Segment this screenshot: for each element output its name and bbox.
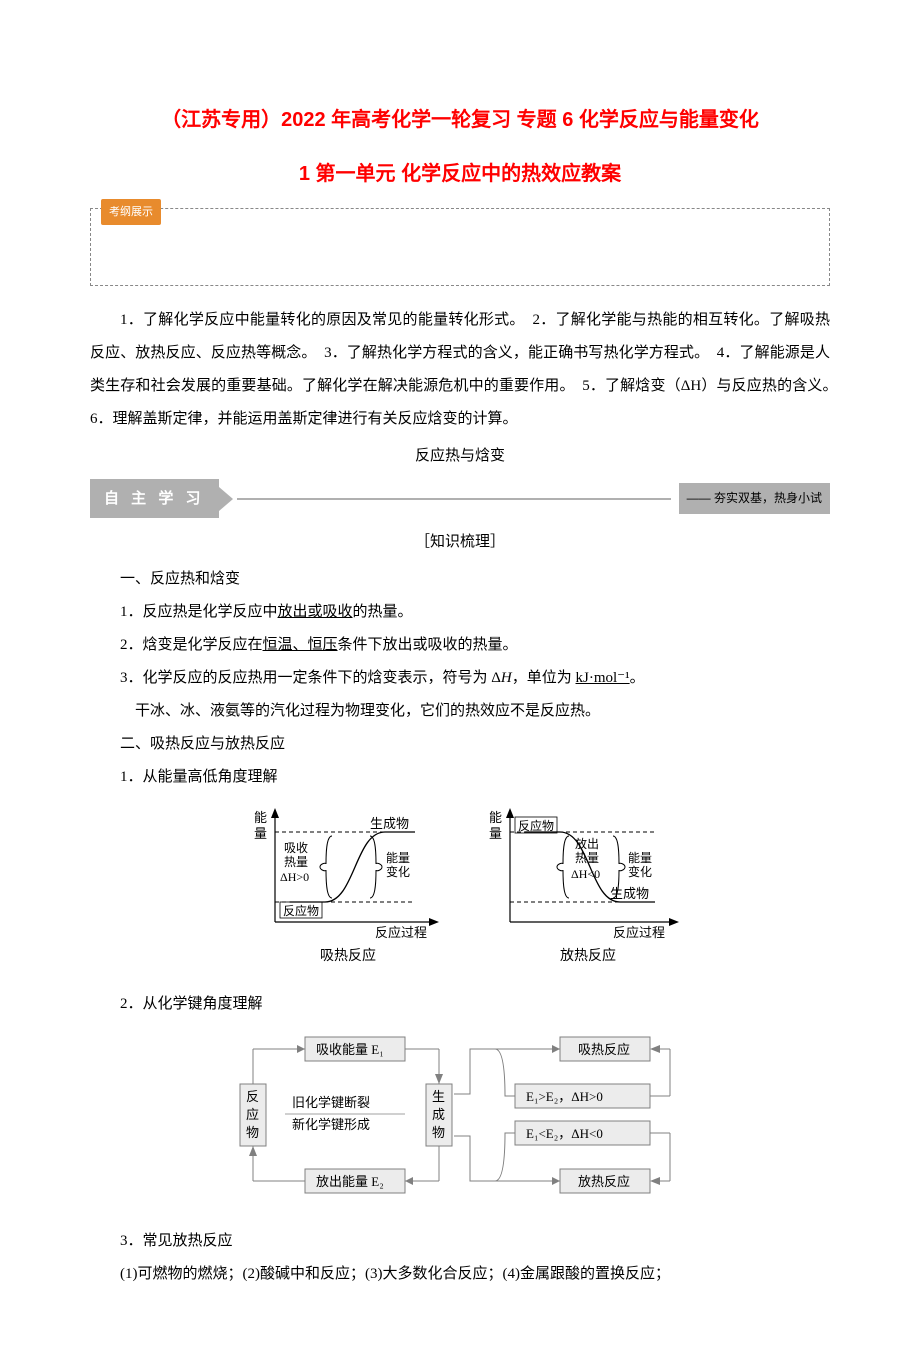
svg-text:物: 物 <box>246 1125 259 1140</box>
svg-text:生: 生 <box>432 1089 445 1104</box>
sec1-i1b: 放出或吸收 <box>278 604 353 620</box>
sec2-item1: 1．从能量高低角度理解 <box>90 761 830 794</box>
bd-new-bond: 新化学键形成 <box>292 1117 370 1132</box>
bd-cond2: E₁<E₂，ΔH<0 <box>526 1126 603 1141</box>
sec1-item1: 1．反应热是化学反应中放出或吸收的热量。 <box>90 596 830 629</box>
ed-left-products: 生成物 <box>370 816 409 831</box>
sec1-i2a: 2．焓变是化学反应在 <box>120 637 263 653</box>
sec2-item2: 2．从化学键角度理解 <box>90 988 830 1021</box>
bd-release: 放出能量 E₂ <box>316 1174 384 1189</box>
bd-cond1: E₁>E₂，ΔH>0 <box>526 1089 603 1104</box>
ed-left-reactants: 反应物 <box>283 903 319 918</box>
sec1-i2b: 恒温、恒压 <box>263 637 338 653</box>
ed-right-caption: 放热反应 <box>560 947 616 964</box>
svg-text:应: 应 <box>246 1107 259 1122</box>
ed-right-xlabel: 反应过程 <box>613 925 665 940</box>
ed-right-reactants: 反应物 <box>518 818 554 833</box>
svg-text:能: 能 <box>254 810 267 825</box>
sec1-item3: 3．化学反应的反应热用一定条件下的焓变表示，符号为 ΔH，单位为 kJ·mol⁻… <box>90 662 830 695</box>
syllabus-box: 考纲展示 <box>90 208 830 286</box>
bd-endo: 吸热反应 <box>578 1042 630 1057</box>
sec1-item2: 2．焓变是化学反应在恒温、恒压条件下放出或吸收的热量。 <box>90 629 830 662</box>
svg-text:吸收: 吸收 <box>284 841 308 855</box>
sec1-i3b: ，单位为 <box>512 670 576 686</box>
sec1-i1c: 的热量。 <box>353 604 413 620</box>
ed-left-caption: 吸热反应 <box>320 947 376 964</box>
sec2-title: 二、吸热反应与放热反应 <box>90 728 830 761</box>
knowledge-label: ［知识梳理］ <box>90 526 830 559</box>
section-bar-line <box>237 498 671 500</box>
section-bar-main: 自 主 学 习 <box>90 479 219 518</box>
sec1-i1a: 1．反应热是化学反应中 <box>120 604 278 620</box>
svg-text:ΔH<0: ΔH<0 <box>571 867 600 881</box>
svg-text:热量: 热量 <box>284 855 308 869</box>
section-bar: 自 主 学 习 —— 夯实双基，热身小试 <box>90 479 830 518</box>
sec2-item3-body: (1)可燃物的燃烧；(2)酸碱中和反应；(3)大多数化合反应；(4)金属跟酸的置… <box>90 1258 830 1291</box>
syllabus-label: 考纲展示 <box>101 199 161 225</box>
section-bar-sub: —— 夯实双基，热身小试 <box>679 483 830 513</box>
svg-text:放出: 放出 <box>575 836 599 851</box>
sec1-i3H: H <box>501 670 512 686</box>
svg-text:量: 量 <box>254 826 267 841</box>
sec1-i2c: 条件下放出或吸收的热量。 <box>338 637 518 653</box>
svg-text:变化: 变化 <box>386 864 410 879</box>
svg-text:能量: 能量 <box>386 851 410 865</box>
svg-text:能量: 能量 <box>628 851 652 865</box>
page-title-line1: （江苏专用）2022 年高考化学一轮复习 专题 6 化学反应与能量变化 <box>90 100 830 140</box>
sec1-title: 一、反应热和焓变 <box>90 563 830 596</box>
page-title-line2: 1 第一单元 化学反应中的热效应教案 <box>90 154 830 194</box>
svg-text:物: 物 <box>432 1125 445 1140</box>
svg-text:热量: 热量 <box>575 851 599 865</box>
sec1-item3-note: 干冰、冰、液氨等的汽化过程为物理变化，它们的热效应不是反应热。 <box>90 695 830 728</box>
sec1-i3u: kJ·mol⁻¹ <box>576 670 630 686</box>
section-bar-arrow <box>219 487 233 511</box>
bd-old-bond: 旧化学键断裂 <box>292 1095 370 1110</box>
bd-absorb: 吸收能量 E₁ <box>316 1042 384 1057</box>
syllabus-text: 1．了解化学反应中能量转化的原因及常见的能量转化形式。 2．了解化学能与热能的相… <box>90 304 830 436</box>
heading-reaction-heat: 反应热与焓变 <box>90 440 830 473</box>
svg-text:能: 能 <box>489 810 502 825</box>
svg-text:ΔH>0: ΔH>0 <box>280 870 309 884</box>
sec2-item3: 3．常见放热反应 <box>90 1225 830 1258</box>
sec1-i3a: 3．化学反应的反应热用一定条件下的焓变表示，符号为 Δ <box>120 670 501 686</box>
sec1-i3c: 。 <box>630 670 645 686</box>
ed-left-xlabel: 反应过程 <box>375 925 427 940</box>
energy-diagram: 能 量 生成物 反应物 吸收 热量 ΔH>0 能量 变化 反应过程 吸热反应 能… <box>90 802 830 980</box>
ed-right-products: 生成物 <box>610 886 649 901</box>
svg-text:成: 成 <box>432 1107 445 1122</box>
bd-exo: 放热反应 <box>578 1174 630 1189</box>
bond-diagram: 反 应 物 生 成 物 吸收能量 E₁ 放出能量 E₂ 旧化学键断裂 新化学键形… <box>90 1029 830 1217</box>
svg-text:量: 量 <box>489 826 502 841</box>
svg-text:反: 反 <box>246 1089 259 1104</box>
svg-text:变化: 变化 <box>628 864 652 879</box>
